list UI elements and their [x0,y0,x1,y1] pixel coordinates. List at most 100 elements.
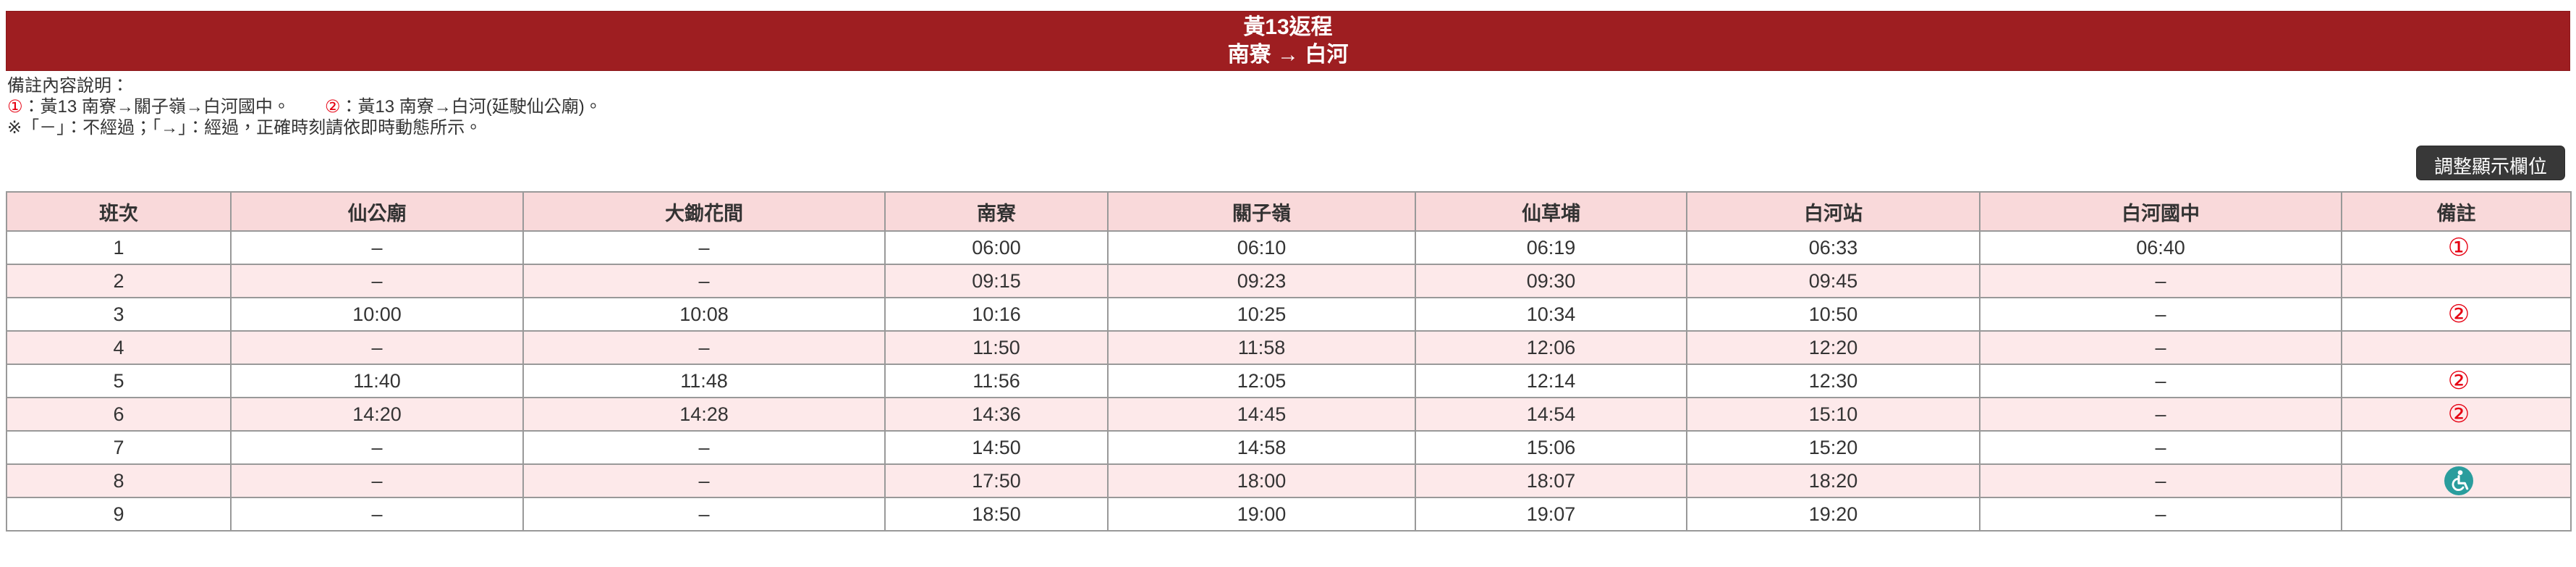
time-cell: 18:07 [1415,463,1687,498]
route-title: 黃13返程 [1243,14,1333,39]
time-cell: – [522,230,886,265]
column-header-2: 大鋤花間 [522,191,886,232]
remark-circled-number-icon: ② [2447,366,2470,395]
remark-cell: ② [2341,397,2572,432]
table-row: 6 14:20 14:28 14:36 14:45 14:54 15:10– ② [6,397,2572,432]
time-cell: 12:06 [1415,330,1687,365]
time-cell: 10:08 [522,297,886,332]
time-cell: 06:40 [1979,230,2342,265]
time-cell: 19:00 [1107,497,1416,532]
trip-number-cell: 8 [6,463,232,498]
route-direction: 南寮 → 白河 [1227,42,1349,67]
time-cell: 15:20 [1686,430,1980,465]
remark-cell [2341,463,2572,498]
time-cell: 18:00 [1107,463,1416,498]
remark-cell [2341,264,2572,298]
table-row: 7– –14:50 14:58 15:06 15:20– [6,430,2572,465]
adjust-columns-button[interactable]: 調整顯示欄位 [2415,146,2565,180]
time-cell: 14:50 [884,430,1109,465]
legend-circled-number-icon: ① [7,97,23,117]
time-cell: 15:06 [1415,430,1687,465]
column-header-6: 白河站 [1686,191,1980,232]
legend-circled-number-icon: ② [324,97,341,117]
route-banner: 黃13返程 南寮 → 白河 [6,11,2570,71]
time-cell: – [230,264,524,298]
time-cell: 14:36 [884,397,1109,432]
time-cell: 09:30 [1415,264,1687,298]
time-cell: – [522,463,886,498]
timetable-header: 班次 仙公廟 大鋤花間 南寮 關子嶺 仙草埔 白河站 白河國中 備註 [6,191,2572,232]
trip-number-cell: 6 [6,397,232,432]
remark-cell [2341,330,2572,365]
toolbar: 調整顯示欄位 [0,146,2565,180]
time-cell: – [1979,463,2342,498]
time-cell: – [1979,330,2342,365]
table-row: 5 11:40 11:48 11:56 12:05 12:14 12:30– ② [6,364,2572,398]
time-cell: 10:25 [1107,297,1416,332]
table-row: 4– –11:50 11:58 12:06 12:20– [6,330,2572,365]
time-cell: – [522,430,886,465]
time-cell: 11:56 [884,364,1109,398]
column-header-0: 班次 [6,191,232,232]
remark-cell [2341,497,2572,532]
time-cell: 14:28 [522,397,886,432]
time-cell: – [1979,397,2342,432]
trip-number-cell: 1 [6,230,232,265]
time-cell: 19:20 [1686,497,1980,532]
timetable: 班次 仙公廟 大鋤花間 南寮 關子嶺 仙草埔 白河站 白河國中 備註 1– –06:00 06:10… [6,191,2572,532]
trip-number-cell: 2 [6,264,232,298]
wheelchair-accessible-icon [2444,466,2473,495]
column-header-4: 關子嶺 [1107,191,1416,232]
time-cell: 18:20 [1686,463,1980,498]
column-header-1: 仙公廟 [230,191,524,232]
time-cell: – [1979,297,2342,332]
time-cell: 11:58 [1107,330,1416,365]
time-cell: – [230,463,524,498]
legend-text: ：黃13 南寮→白河(延駛仙公廟)。 [340,97,602,117]
time-cell: – [1979,430,2342,465]
time-cell: 12:14 [1415,364,1687,398]
time-cell: 14:54 [1415,397,1687,432]
legend-text: ：黃13 南寮→關子嶺→白河國中。 [22,97,325,117]
column-header-7: 白河國中 [1979,191,2342,232]
remark-cell: ② [2341,297,2572,332]
time-cell: 14:20 [230,397,524,432]
time-cell: 15:10 [1686,397,1980,432]
time-cell: 06:00 [884,230,1109,265]
time-cell: 09:45 [1686,264,1980,298]
table-row: 9– –18:50 19:00 19:07 19:20– [6,497,2572,532]
trip-number-cell: 7 [6,430,232,465]
remarks-legend-heading: 備註內容說明： [7,76,129,96]
table-row: 8– –17:50 18:00 18:07 18:20– [6,463,2572,498]
remark-circled-number-icon: ① [2447,233,2470,261]
trip-number-cell: 3 [6,297,232,332]
time-cell: 06:10 [1107,230,1416,265]
time-cell: 10:16 [884,297,1109,332]
time-cell: 10:50 [1686,297,1980,332]
time-cell: 10:34 [1415,297,1687,332]
trip-number-cell: 4 [6,330,232,365]
table-row: 2– –09:15 09:23 09:30 09:45– [6,264,2572,298]
time-cell: 17:50 [884,463,1109,498]
remarks-legend-footnote: ※「－」：不經過；「→」：經過，正確時刻請依即時動態所示。 [7,118,483,138]
time-cell: 11:50 [884,330,1109,365]
time-cell: – [230,430,524,465]
time-cell: 09:23 [1107,264,1416,298]
time-cell: – [522,497,886,532]
time-cell: – [230,330,524,365]
time-cell: 14:45 [1107,397,1416,432]
remarks-legend-line: ①：黃13 南寮→關子嶺→白河國中。 ②：黃13 南寮→白河(延駛仙公廟)。 [7,96,2576,117]
time-cell: 12:30 [1686,364,1980,398]
remark-circled-number-icon: ② [2447,300,2470,328]
table-row: 3 10:00 10:08 10:16 10:25 10:34 10:50– ② [6,297,2572,332]
time-cell: 12:05 [1107,364,1416,398]
time-cell: – [230,497,524,532]
header-row: 班次 仙公廟 大鋤花間 南寮 關子嶺 仙草埔 白河站 白河國中 備註 [6,191,2572,232]
time-cell: – [1979,497,2342,532]
time-cell: 09:15 [884,264,1109,298]
time-cell: 19:07 [1415,497,1687,532]
remark-cell: ① [2341,230,2572,265]
remark-cell [2341,430,2572,465]
time-cell: 06:33 [1686,230,1980,265]
column-header-3: 南寮 [884,191,1109,232]
